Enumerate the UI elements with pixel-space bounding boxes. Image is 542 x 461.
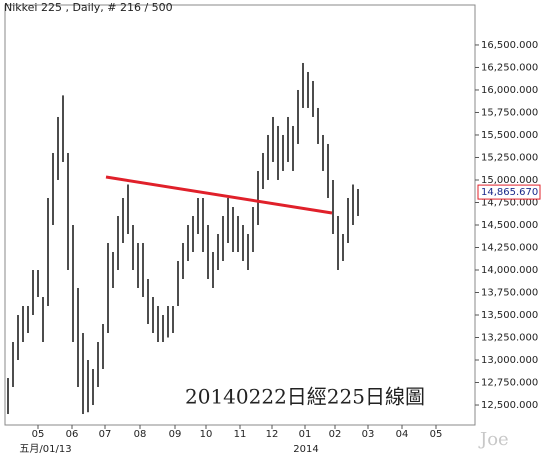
y-tick-label: 16,250.000 — [481, 62, 538, 73]
y-tick-label: 13,250.000 — [481, 333, 538, 344]
x-tick-label: 11 — [234, 429, 247, 440]
x-tick-label: 04 — [396, 429, 409, 440]
y-tick-label: 16,000.000 — [481, 85, 538, 96]
annotation: 20140222日經225日線圖 — [185, 385, 425, 409]
x-tick-label: 08 — [134, 429, 147, 440]
x-tick-label: 03 — [362, 429, 375, 440]
trend-line — [105, 175, 333, 215]
y-tick-label: 13,500.000 — [481, 310, 538, 321]
x-tick-label: 05 — [430, 429, 443, 440]
y-tick-label: 15,750.000 — [481, 107, 538, 118]
x-tick-label: 09 — [169, 429, 182, 440]
x-date-label: 五月/01/13 — [19, 443, 71, 455]
y-tick-label: 14,000.000 — [481, 265, 538, 276]
y-tick-label: 14,250.000 — [481, 242, 538, 253]
y-tick-label: 16,500.000 — [481, 40, 538, 51]
x-tick-label: 06 — [66, 429, 79, 440]
x-tick-label: 02 — [329, 429, 342, 440]
y-tick-label: 14,500.000 — [481, 220, 538, 231]
y-tick-label: 13,000.000 — [481, 355, 538, 366]
x-tick-label: 05 — [32, 429, 45, 440]
y-tick-label: 15,500.000 — [481, 130, 538, 141]
x-tick-label: 07 — [99, 429, 112, 440]
chart-title: Nikkei 225 , Daily, # 216 / 500 — [4, 1, 173, 14]
x-tick-label: 01 — [299, 429, 312, 440]
x-tick-label: 12 — [266, 429, 279, 440]
x-date-label: 2014 — [293, 444, 318, 455]
watermark: Joe — [478, 429, 509, 450]
last-price-label: 14,865.670 — [481, 187, 538, 198]
y-tick-label: 15,250.000 — [481, 152, 538, 163]
y-tick-label: 13,750.000 — [481, 288, 538, 299]
y-tick-label: 14,750.000 — [481, 197, 538, 208]
last-price-box — [477, 184, 541, 200]
x-tick-label: 10 — [200, 429, 213, 440]
y-tick-label: 15,000.000 — [481, 175, 538, 186]
y-tick-label: 12,500.000 — [481, 400, 538, 411]
y-tick-label: 12,750.000 — [481, 378, 538, 389]
